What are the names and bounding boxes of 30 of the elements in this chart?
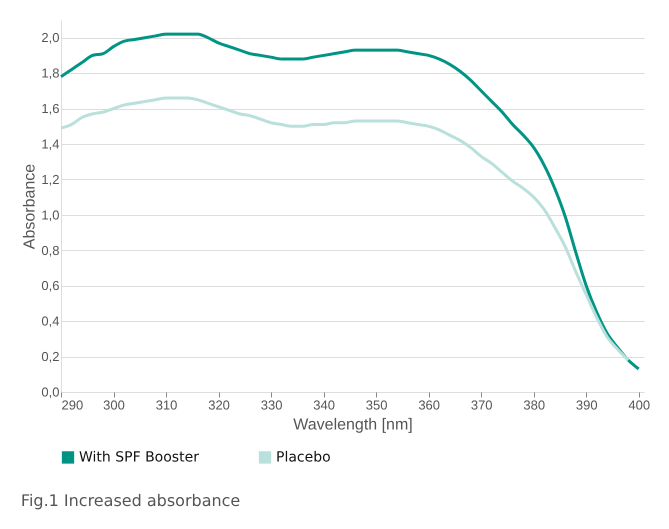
y-tick-label: 0,0 [41,384,60,400]
x-tick-label: 300 [103,398,125,412]
line-series [60,96,630,362]
y-axis-title: Absorbance [21,164,38,250]
legend-label: With SPF Booster [79,449,200,466]
y-tick-label: 2,0 [41,30,60,46]
y-tick-label: 1,2 [41,172,60,187]
x-tick-label: 330 [260,398,282,412]
x-tick-label: 350 [366,398,388,412]
x-tick-label: 400 [628,398,650,412]
x-tick-label: 380 [523,398,546,412]
legend-label: Placebo [276,449,331,466]
y-tick-label: 0,6 [41,278,60,294]
x-tick-label: 390 [576,398,598,412]
y-tick-label: 1,0 [41,207,60,222]
x-tick-label: 370 [470,398,493,412]
line-series [60,32,640,370]
y-tick-label: 1,8 [41,66,60,81]
y-tick-label: 0,2 [41,349,60,364]
x-tick-label: 310 [156,398,178,412]
y-tick-label: 0,4 [41,314,60,329]
x-tick-label: 320 [208,398,230,412]
caption: Fig.1 Increased absorbance [20,491,240,510]
x-tick-label: 340 [313,398,335,412]
y-tick-label: 0,8 [41,242,60,258]
x-axis-title: Wavelength [nm] [293,416,413,434]
x-tick-label: 290 [62,398,84,412]
y-tick-label: 1,4 [41,136,60,152]
y-tick-label: 1,6 [41,101,60,116]
x-tick-label: 360 [418,398,440,412]
